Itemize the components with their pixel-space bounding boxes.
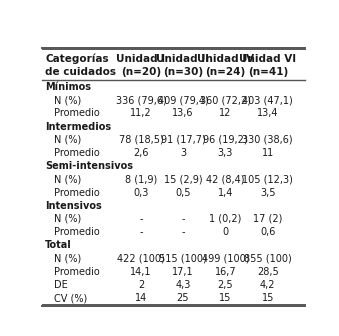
Text: 3,5: 3,5	[260, 187, 276, 198]
Text: 515 (100): 515 (100)	[159, 254, 207, 263]
Text: 16,7: 16,7	[215, 267, 236, 277]
Text: 13,4: 13,4	[257, 109, 279, 118]
Text: de cuidados: de cuidados	[45, 67, 116, 77]
Text: 0: 0	[222, 227, 228, 237]
Text: 2,6: 2,6	[133, 148, 148, 158]
Text: N (%): N (%)	[54, 95, 81, 105]
Text: Semi-intensivos: Semi-intensivos	[45, 161, 133, 171]
Text: Promedio: Promedio	[54, 109, 100, 118]
Text: Mínimos: Mínimos	[45, 82, 91, 92]
Text: (n=20): (n=20)	[121, 67, 161, 77]
Text: 422 (100): 422 (100)	[117, 254, 165, 263]
Text: 91 (17,7): 91 (17,7)	[161, 135, 205, 145]
Text: 25: 25	[177, 293, 189, 303]
Text: Unidad I: Unidad I	[116, 54, 165, 64]
Text: -: -	[181, 227, 185, 237]
Text: 360 (72,2): 360 (72,2)	[200, 95, 251, 105]
Text: DE: DE	[54, 280, 68, 290]
Text: 3,3: 3,3	[218, 148, 233, 158]
Text: 855 (100): 855 (100)	[244, 254, 292, 263]
Text: -: -	[139, 227, 143, 237]
Text: 28,5: 28,5	[257, 267, 279, 277]
Text: CV (%): CV (%)	[54, 293, 87, 303]
Text: 4,3: 4,3	[175, 280, 191, 290]
Text: -: -	[139, 214, 143, 224]
Text: N (%): N (%)	[54, 135, 81, 145]
Text: 15: 15	[262, 293, 274, 303]
Text: 3: 3	[180, 148, 186, 158]
Text: 1,4: 1,4	[218, 187, 233, 198]
Text: 499 (100): 499 (100)	[202, 254, 249, 263]
Text: Unidad IV: Unidad IV	[197, 54, 254, 64]
Text: -: -	[181, 214, 185, 224]
Text: (n=41): (n=41)	[248, 67, 288, 77]
Text: 2: 2	[138, 280, 144, 290]
Text: 0,3: 0,3	[133, 187, 148, 198]
Text: N (%): N (%)	[54, 214, 81, 224]
Text: 12: 12	[219, 109, 232, 118]
Text: N (%): N (%)	[54, 254, 81, 263]
Text: 0,5: 0,5	[175, 187, 191, 198]
Text: (n=30): (n=30)	[163, 67, 203, 77]
Text: 409 (79,4): 409 (79,4)	[158, 95, 208, 105]
Text: 1 (0,2): 1 (0,2)	[209, 214, 242, 224]
Text: Promedio: Promedio	[54, 148, 100, 158]
Text: 11: 11	[262, 148, 274, 158]
Text: 14,1: 14,1	[130, 267, 152, 277]
Text: 15 (2,9): 15 (2,9)	[164, 174, 202, 184]
Text: Categorías: Categorías	[45, 54, 108, 64]
Text: 11,2: 11,2	[130, 109, 152, 118]
Text: 330 (38,6): 330 (38,6)	[242, 135, 293, 145]
Text: Promedio: Promedio	[54, 267, 100, 277]
Text: N (%): N (%)	[54, 174, 81, 184]
Text: 42 (8,4): 42 (8,4)	[206, 174, 245, 184]
Text: 15: 15	[219, 293, 232, 303]
Text: Total: Total	[45, 240, 72, 250]
Text: (n=24): (n=24)	[205, 67, 246, 77]
Text: 105 (12,3): 105 (12,3)	[242, 174, 293, 184]
Text: Unidad VI: Unidad VI	[239, 54, 296, 64]
Text: Unidad II: Unidad II	[156, 54, 210, 64]
Text: 403 (47,1): 403 (47,1)	[242, 95, 293, 105]
Text: 2,5: 2,5	[218, 280, 233, 290]
Text: 17 (2): 17 (2)	[253, 214, 282, 224]
Text: 336 (79,6): 336 (79,6)	[116, 95, 166, 105]
Text: 96 (19,2): 96 (19,2)	[203, 135, 248, 145]
Text: Promedio: Promedio	[54, 227, 100, 237]
Text: Intensivos: Intensivos	[45, 201, 102, 211]
Text: 13,6: 13,6	[172, 109, 194, 118]
Text: 78 (18,5): 78 (18,5)	[119, 135, 163, 145]
Text: 4,2: 4,2	[260, 280, 276, 290]
Text: 17,1: 17,1	[172, 267, 194, 277]
Text: 0,6: 0,6	[260, 227, 276, 237]
Text: Promedio: Promedio	[54, 187, 100, 198]
Text: Intermedios: Intermedios	[45, 122, 111, 132]
Text: 14: 14	[135, 293, 147, 303]
Text: 8 (1,9): 8 (1,9)	[125, 174, 157, 184]
